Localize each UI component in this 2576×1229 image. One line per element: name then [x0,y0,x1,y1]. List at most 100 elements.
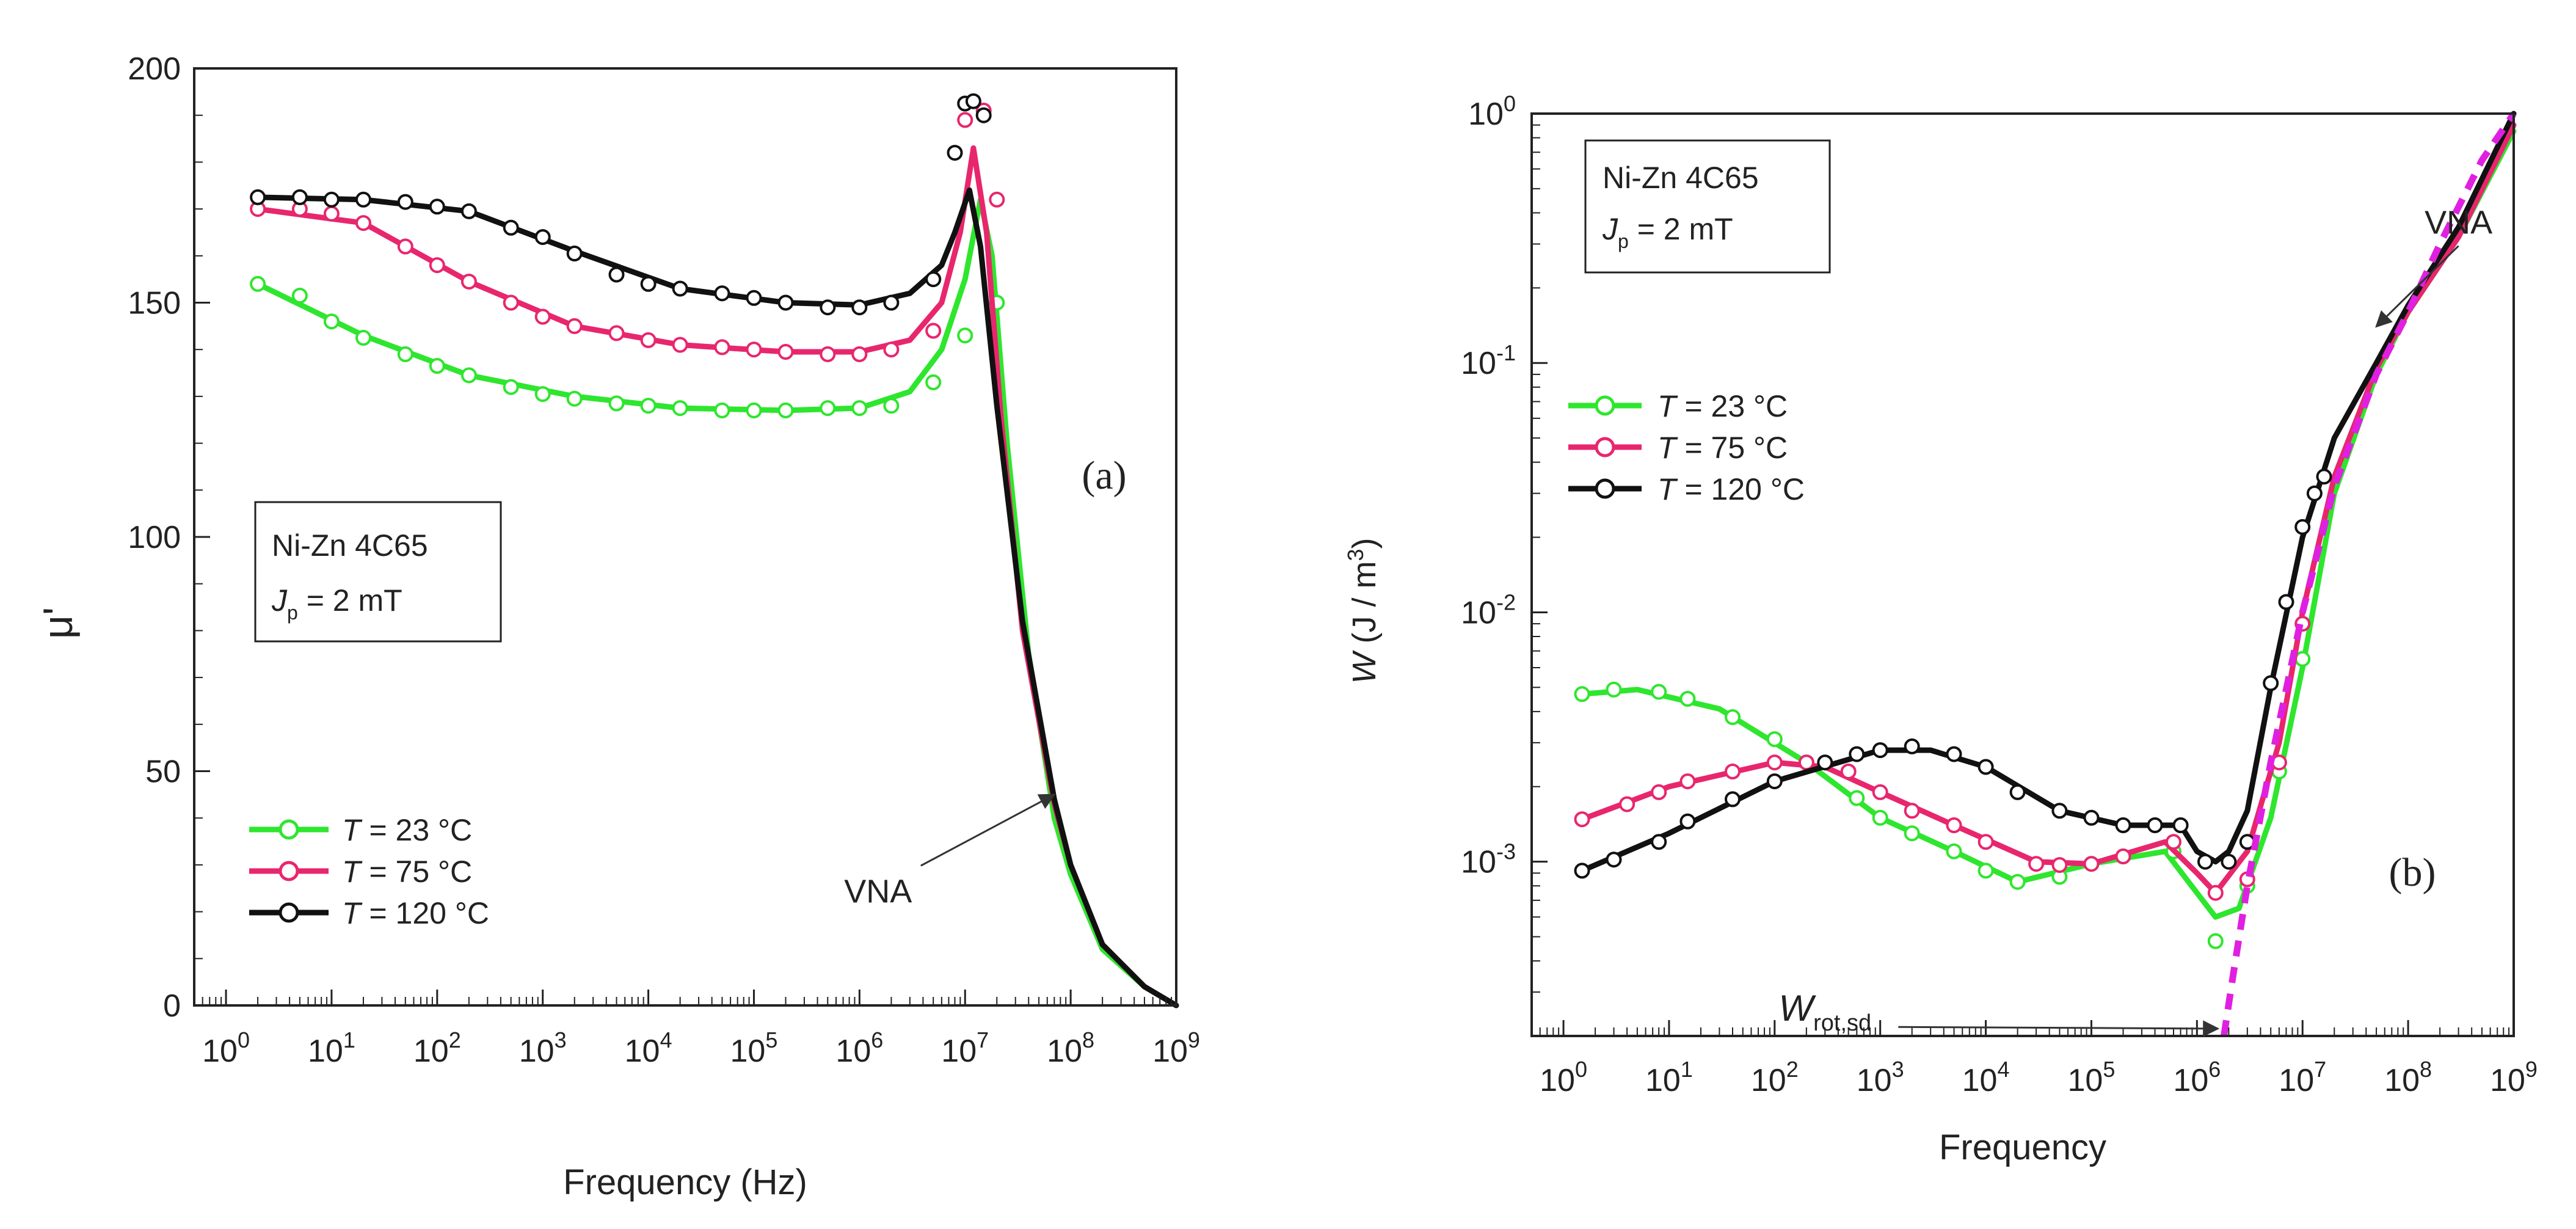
chart-b-point [1574,862,1590,879]
chart-b-point [1619,796,1635,812]
chart-a-x-tick-label: 102 [413,1027,461,1069]
chart-b-point [2306,485,2323,501]
chart-a-y-tick-label: 100 [128,520,181,555]
chart-a-point [957,112,973,128]
chart-a-point [460,203,477,219]
chart-a-point [883,294,900,311]
chart-b-point [1798,754,1814,771]
chart-a-point [460,367,477,384]
chart-a-point [566,246,583,261]
chart-a-point [534,386,551,403]
chart-b-point [2294,519,2311,535]
chart-a-point [947,145,963,161]
chart-a-point [397,238,413,255]
chart-a-point [975,107,992,123]
chart-b-point [2207,933,2224,949]
chart-b-point [1872,784,1888,800]
chart-a-point [851,346,868,362]
chart-b-x-tick-label: 104 [1962,1057,2010,1098]
chart-a-point [820,400,836,417]
chart-a-point [746,290,762,306]
chart-a-point [925,374,942,390]
chart-b-x-tick-label: 107 [2279,1057,2326,1098]
chart-b-point [1606,681,1622,698]
chart-a-x-tick-label: 104 [625,1027,672,1069]
chart-b-legend-label: T = 75 °C [1657,431,1788,465]
chart-b-point [2278,594,2294,610]
chart-a-point [397,194,413,210]
chart-b-y-tick-label: 10-2 [1461,589,1516,630]
chart-b-point [1904,738,1920,754]
chart-a-panel-label: (a) [1082,453,1126,498]
chart-b-point [2009,873,2026,890]
chart-b-x-tick-label: 108 [2384,1057,2432,1098]
chart-a-point [746,341,762,358]
chart-b-point [1840,764,1857,779]
chart-b-series [1574,111,2517,1037]
chart-a-point [250,275,266,292]
chart-b-point [2197,853,2213,870]
chart-a-point [355,191,371,208]
chart-a-y-tick-label: 50 [145,754,181,790]
chart-b-point [1651,834,1667,850]
chart-a-xlabel: Frequency (Hz) [563,1162,807,1202]
chart-a-series [250,93,1179,1008]
chart-a-point [250,189,266,205]
chart-a-point [355,215,371,232]
chart-b-point [1946,746,1962,762]
chart-b-point [1872,742,1888,759]
chart-a-point [883,341,900,358]
chart-a-legend-marker-0 [278,819,299,840]
chart-a: 100 101 102 103 104 105 106 107 108 109 0 50 100 150 2… [35,51,1200,1202]
chart-b-point [1872,809,1888,826]
chart-a-x-tick-label: 109 [1152,1027,1200,1069]
chart-b-point [1977,862,1994,879]
chart-b-point [1766,731,1783,748]
chart-b-point [1725,764,1741,779]
chart-b-point [2147,817,2163,833]
chart-a-point [640,398,657,414]
chart-a-point [989,191,1005,208]
chart-b-point [1766,773,1783,790]
chart-a-x-tick-label: 101 [308,1027,355,1069]
chart-a-point [965,93,981,109]
chart-a-point [672,337,688,353]
chart-b-legend-item: T = 23 °C [1568,389,1788,423]
chart-a-vna-arrow [920,793,1056,867]
chart-a-point [323,313,340,330]
chart-a-x-tick-label: 105 [730,1027,778,1069]
chart-b-point [2115,848,2131,864]
chart-a-point [820,299,836,316]
chart-a-info-box: Ni-Zn 4C65 Jp = 2 mT [254,501,502,643]
chart-b-point [1946,817,1962,833]
chart-b-point [2051,803,2068,819]
chart-b-point [1725,709,1741,725]
chart-b-y-tick-label: 10-3 [1461,839,1516,880]
chart-b-point [1679,691,1696,707]
chart-b-point [2083,809,2100,826]
chart-b-point [2083,856,2100,872]
chart-b-point [1817,754,1833,771]
chart-a-y-tick-label: 200 [128,51,181,87]
chart-a-point [672,280,688,297]
chart-a-point [323,191,340,208]
chart-b-axes: 100 101 102 103 104 105 106 107 108 109 10-3 10-2 10… [1461,91,2538,1098]
chart-b-legend-label: T = 120 °C [1657,472,1805,506]
chart-a-x-tick-label: 106 [835,1027,883,1069]
chart-b-panel-label: (b) [2389,850,2436,895]
chart-a-info-field: Jp = 2 mT [271,583,402,624]
chart-a-point [883,398,900,414]
chart-a-point [672,400,688,417]
chart-b-y-tick-label: 100 [1468,91,1516,132]
chart-a-point [397,346,413,362]
chart-b-point [2316,469,2332,485]
chart-a-x-tick-label: 108 [1047,1027,1094,1069]
chart-a-legend-marker-1 [278,861,299,881]
chart-a-legend-label: T = 75 °C [342,855,472,889]
chart-a-x-tick-label: 100 [202,1027,250,1069]
chart-a-point [429,358,445,374]
chart-b-info-box: Ni-Zn 4C65 Jp = 2 mT [1584,139,1831,274]
chart-b-point [1574,811,1590,828]
chart-a-point [566,318,583,334]
chart-b-x-tick-label: 105 [2068,1057,2116,1098]
